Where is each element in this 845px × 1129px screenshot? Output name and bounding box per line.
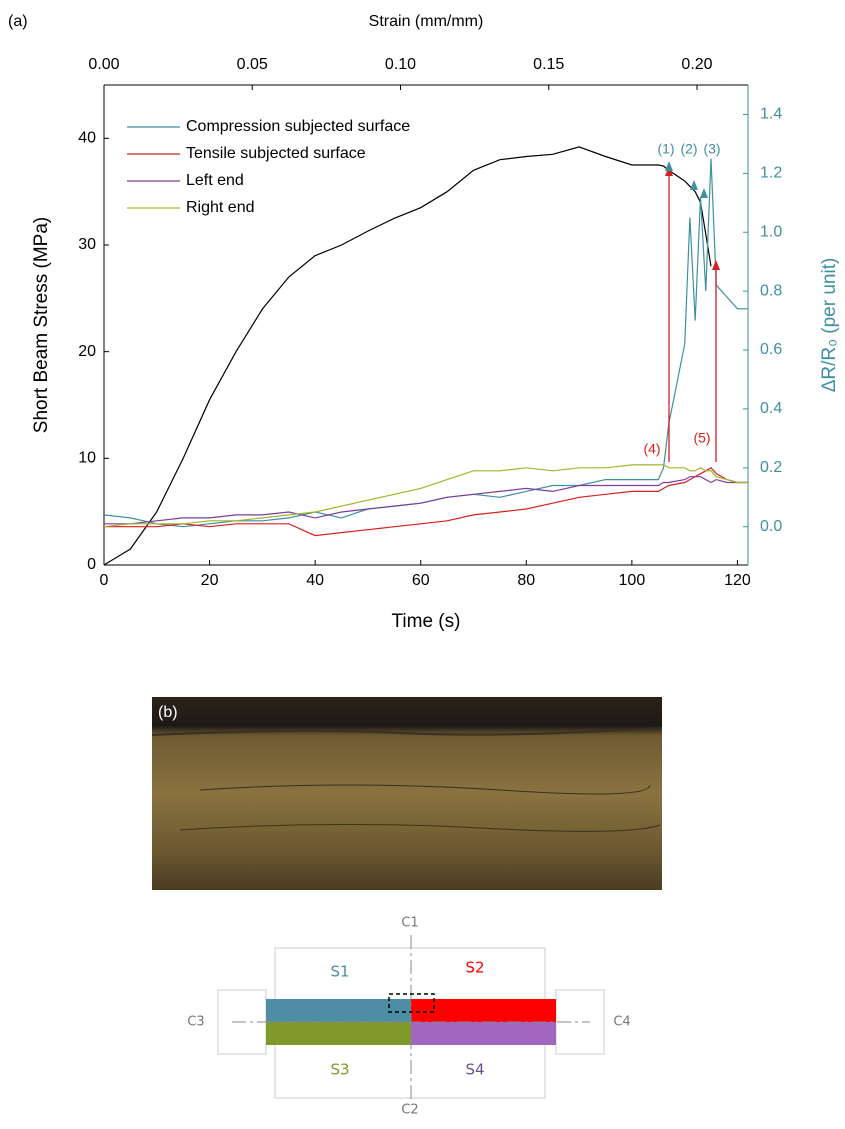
legend-label: Right end [186, 199, 255, 216]
label: C4 [613, 1015, 630, 1030]
label: S2 [465, 959, 484, 977]
annotation: (4) [643, 441, 660, 457]
legend-label: Left end [186, 172, 244, 189]
detail-box [388, 993, 435, 1013]
photo: (b) [151, 697, 663, 890]
plot: 0 20 40 60 80 100 120 0.00 0.05 0.10 0.15 0.20 0 10 20… [78, 56, 782, 589]
y-axis-title: Short Beam Stress (MPa) [31, 217, 52, 433]
label: C2 [401, 1103, 418, 1118]
y-tick-label: 20 [78, 343, 96, 360]
label: S1 [330, 963, 349, 981]
arrow-head [690, 180, 698, 190]
x-tick-label: 60 [412, 572, 430, 589]
arrows [665, 161, 720, 462]
series-line [104, 467, 748, 537]
y2-tick-label: 1.0 [760, 223, 782, 240]
x-axis-title: Time (s) [392, 611, 461, 632]
x-tick-label: 100 [619, 572, 646, 589]
y2-tick-label: 0.8 [760, 282, 782, 299]
annotation: (1) [657, 141, 674, 157]
legend-label: Tensile subjected surface [186, 145, 366, 162]
crack [151, 727, 663, 736]
annotation: (5) [693, 430, 710, 446]
segment-s4 [411, 1022, 556, 1045]
arrow-head [700, 188, 708, 198]
series-line [103, 146, 712, 566]
y2-tick-label: 0.6 [760, 341, 782, 358]
crack [199, 784, 651, 795]
crack [179, 823, 661, 832]
panel-label: (a) [8, 13, 28, 30]
annotation: (3) [703, 141, 720, 157]
x2-tick-label: 0.20 [681, 56, 712, 73]
y2-tick-label: 0.4 [760, 400, 782, 417]
x-tick-label: 0 [100, 572, 109, 589]
diagram: C1 C2 C3 C4 S1 S2 S3 S4 [187, 916, 630, 1118]
y-tick-label: 10 [78, 450, 96, 467]
y-tick-label: 40 [78, 130, 96, 147]
arrow-head [665, 161, 673, 171]
label: C1 [401, 916, 418, 931]
label: S4 [465, 1061, 484, 1079]
x-tick-label: 80 [517, 572, 535, 589]
y2-tick-label: 1.4 [760, 106, 782, 123]
annotation: (2) [680, 141, 697, 157]
x-tick-label: 40 [306, 572, 324, 589]
x-tick-label: 20 [201, 572, 219, 589]
series-line [103, 158, 748, 528]
y2-tick-label: 1.2 [760, 165, 782, 182]
x2-axis-title: Strain (mm/mm) [369, 13, 484, 30]
series-line [103, 464, 748, 528]
legend-label: Compression subjected surface [186, 118, 410, 135]
photo-label: (b) [158, 704, 178, 721]
y-tick-label: 0 [87, 556, 96, 573]
x2-tick-label: 0.15 [533, 56, 564, 73]
segment-s3 [266, 1022, 411, 1045]
y2-tick-label: 0.0 [760, 518, 782, 535]
segment-s2 [411, 999, 556, 1022]
y2-axis-title: ΔR/R₀ (per unit) [819, 258, 840, 393]
label: C3 [187, 1015, 204, 1030]
label: S3 [330, 1061, 349, 1079]
x-tick-label: 120 [724, 572, 751, 589]
series-line [104, 476, 748, 525]
x2-tick-label: 0.05 [237, 56, 268, 73]
arrow-head [712, 260, 720, 270]
y-tick-label: 30 [78, 236, 96, 253]
segment-s1 [266, 999, 411, 1022]
y2-tick-label: 0.2 [760, 459, 782, 476]
x2-tick-label: 0.00 [88, 56, 119, 73]
x2-tick-label: 0.10 [385, 56, 416, 73]
